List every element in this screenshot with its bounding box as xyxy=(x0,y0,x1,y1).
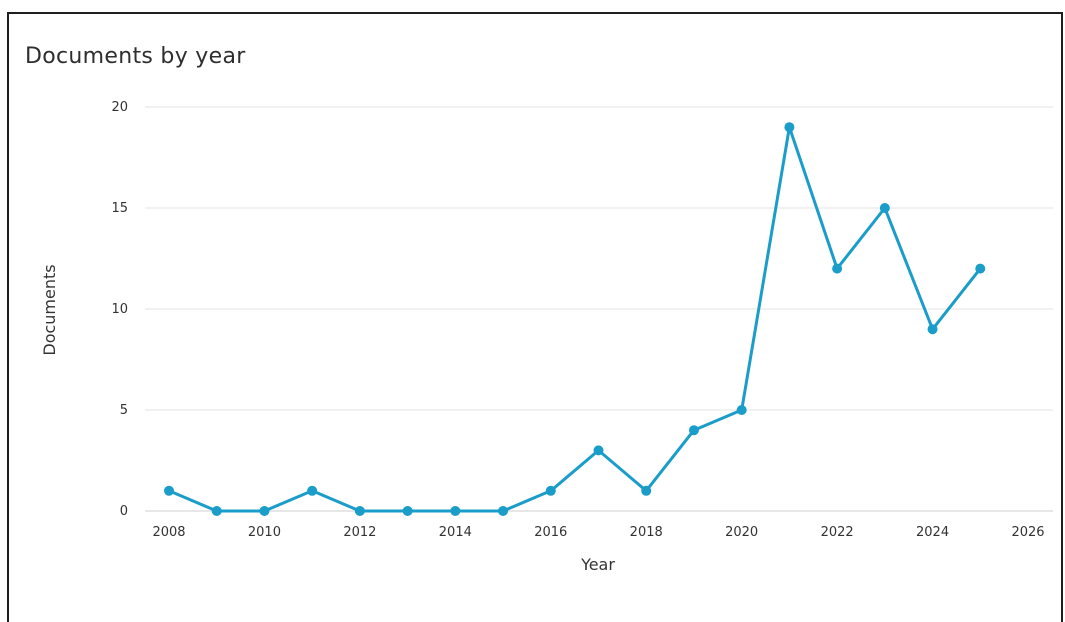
y-tick-label: 15 xyxy=(111,201,128,216)
data-point[interactable] xyxy=(784,122,795,133)
chart-frame xyxy=(7,12,1063,622)
y-tick-label: 20 xyxy=(111,100,128,115)
data-point[interactable] xyxy=(927,324,938,335)
data-point[interactable] xyxy=(736,405,747,415)
x-tick-label: 2022 xyxy=(821,525,854,540)
data-point[interactable] xyxy=(164,485,174,496)
y-tick-label: 10 xyxy=(111,302,128,317)
data-point[interactable] xyxy=(402,506,413,516)
x-tick-label: 2018 xyxy=(630,525,663,540)
x-tick-label: 2026 xyxy=(1011,525,1044,540)
x-tick-label: 2012 xyxy=(343,525,376,540)
x-tick-label: 2010 xyxy=(248,525,281,540)
data-point[interactable] xyxy=(354,506,365,516)
data-point[interactable] xyxy=(975,263,986,274)
x-tick-label: 2020 xyxy=(725,525,758,540)
series-line xyxy=(167,125,982,513)
data-point[interactable] xyxy=(545,485,556,496)
data-point[interactable] xyxy=(450,506,461,516)
x-tick-label: 2016 xyxy=(534,525,567,540)
data-point[interactable] xyxy=(879,203,890,213)
data-point[interactable] xyxy=(688,425,699,436)
data-point[interactable] xyxy=(307,485,318,496)
y-tick-label: 5 xyxy=(120,403,128,418)
grid-lines xyxy=(145,106,1053,512)
y-axis-ticks: 0 5 10 15 20 xyxy=(111,100,128,519)
data-point[interactable] xyxy=(641,485,652,496)
data-point[interactable] xyxy=(593,445,604,456)
x-axis-ticks: 2008 2010 2012 2014 2016 2018 2020 2022 2024 2026 xyxy=(152,525,1044,540)
y-tick-label: 0 xyxy=(120,504,128,519)
x-tick-label: 2024 xyxy=(916,525,949,540)
y-axis-title: Documents xyxy=(40,264,59,355)
data-point[interactable] xyxy=(259,506,270,516)
x-axis-title: Year xyxy=(580,555,615,574)
data-point[interactable] xyxy=(211,506,222,516)
series-documents[interactable] xyxy=(164,122,986,516)
x-tick-label: 2008 xyxy=(152,525,185,540)
chart-title: Documents by year xyxy=(25,44,246,69)
data-point[interactable] xyxy=(832,263,843,274)
x-tick-label: 2014 xyxy=(439,525,472,540)
data-point[interactable] xyxy=(498,506,509,516)
